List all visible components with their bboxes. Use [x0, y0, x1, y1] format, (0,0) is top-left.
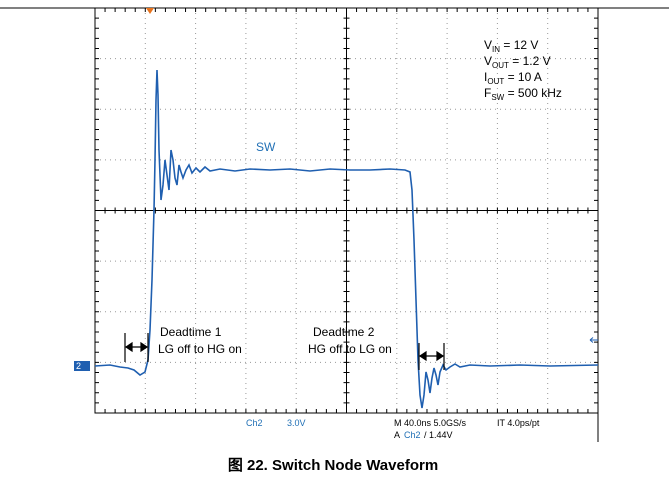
condition: VOUT = 1.2 V — [484, 54, 551, 70]
readout-channel: Ch2 — [246, 418, 263, 428]
sw-waveform — [94, 69, 599, 409]
deadtime-2-arrows — [418, 343, 445, 370]
caption: 图 22. Switch Node Waveform — [228, 457, 438, 474]
annotation-line: Deadtime 1 — [160, 325, 222, 339]
annotation-line: HG off to LG on — [308, 342, 392, 356]
condition-subscript: SW — [491, 93, 504, 102]
condition: IOUT = 10 A — [484, 70, 542, 86]
channel-marker: 2 — [76, 361, 81, 371]
condition-symbol: V — [484, 38, 492, 52]
readout-trigger-level: / 1.44V — [424, 430, 453, 440]
annotation-line: Deadtime 2 — [313, 325, 375, 339]
condition-value: = 1.2 V — [509, 54, 551, 68]
readout-scale: 3.0V — [287, 418, 306, 428]
trace-label: SW — [256, 140, 276, 154]
condition-subscript: OUT — [487, 77, 504, 86]
readout-resolution: IT 4.0ps/pt — [497, 418, 540, 428]
condition-value: = 10 A — [504, 70, 542, 84]
grid — [94, 7, 599, 414]
condition-subscript: IN — [492, 45, 500, 54]
readout-trigger-channel: Ch2 — [404, 430, 421, 440]
trigger-marker — [146, 8, 154, 14]
annotation-line: LG off to HG on — [158, 342, 242, 356]
condition-value: = 12 V — [500, 38, 538, 52]
screen-border — [94, 7, 599, 414]
condition-symbol: F — [484, 86, 491, 100]
readout-trigger-prefix: A — [394, 430, 400, 440]
condition-symbol: I — [484, 70, 487, 84]
condition-subscript: OUT — [492, 61, 509, 70]
condition: VIN = 12 V — [484, 38, 538, 54]
deadtime-1-arrows — [124, 333, 149, 362]
channel-marker-box — [74, 361, 90, 371]
condition: FSW = 500 kHz — [484, 86, 562, 102]
readout-timebase: M 40.0ns 5.0GS/s — [394, 418, 467, 428]
level-arrow — [589, 337, 598, 343]
condition-symbol: V — [484, 54, 492, 68]
condition-value: = 500 kHz — [504, 86, 562, 100]
